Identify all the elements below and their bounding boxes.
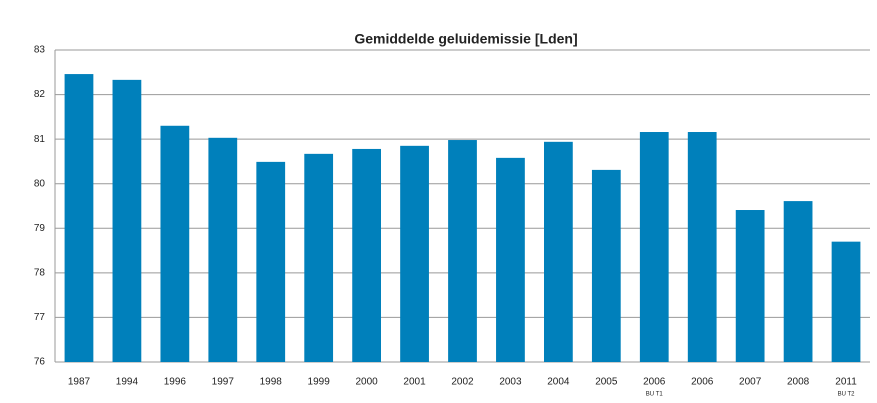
x-tick-label: 2003 bbox=[499, 377, 522, 388]
chart-title: Gemiddelde geluidemissie [Lden] bbox=[354, 31, 577, 47]
x-tick-label: 2004 bbox=[547, 377, 570, 388]
bar bbox=[400, 145, 429, 362]
x-tick-label: 2006 bbox=[691, 377, 714, 388]
bar bbox=[64, 74, 94, 362]
x-tick-sublabel: BU T1 bbox=[646, 392, 664, 398]
y-tick-label: 78 bbox=[34, 267, 46, 278]
bar bbox=[783, 201, 813, 362]
y-tick-label: 79 bbox=[34, 223, 46, 234]
x-tick-label: 2006 bbox=[643, 377, 666, 388]
y-tick-label: 77 bbox=[34, 312, 46, 323]
bar bbox=[256, 161, 286, 362]
x-tick-label: 1996 bbox=[164, 377, 187, 388]
x-tick-label: 2000 bbox=[355, 377, 378, 388]
bar bbox=[639, 132, 669, 362]
bar bbox=[496, 157, 525, 362]
bar bbox=[112, 79, 142, 362]
bar bbox=[160, 125, 190, 363]
bar bbox=[304, 153, 334, 362]
y-tick-label: 80 bbox=[34, 178, 46, 189]
bar bbox=[591, 169, 621, 362]
x-tick-label: 1999 bbox=[308, 377, 331, 388]
x-tick-label: 2008 bbox=[787, 377, 810, 388]
x-tick-label: 2002 bbox=[451, 377, 474, 388]
x-tick-label: 2001 bbox=[403, 377, 426, 388]
bar bbox=[544, 141, 573, 362]
x-tick-sublabel: BU T2 bbox=[838, 392, 856, 398]
x-tick-label: 2007 bbox=[739, 377, 762, 388]
bar bbox=[687, 132, 717, 362]
bar bbox=[208, 137, 238, 362]
bar bbox=[831, 241, 861, 362]
y-tick-label: 76 bbox=[34, 357, 46, 368]
y-tick-label: 82 bbox=[34, 89, 46, 100]
bar bbox=[448, 140, 477, 362]
bar bbox=[352, 148, 381, 362]
y-tick-label: 83 bbox=[34, 45, 46, 56]
bar bbox=[735, 210, 765, 362]
y-tick-label: 81 bbox=[34, 134, 46, 145]
x-tick-label: 1998 bbox=[260, 377, 283, 388]
x-tick-label: 1997 bbox=[212, 377, 235, 388]
x-tick-label: 2005 bbox=[595, 377, 618, 388]
x-tick-label: 1994 bbox=[116, 377, 139, 388]
x-tick-label: 1987 bbox=[68, 377, 91, 388]
x-tick-label: 2011 bbox=[835, 377, 857, 388]
